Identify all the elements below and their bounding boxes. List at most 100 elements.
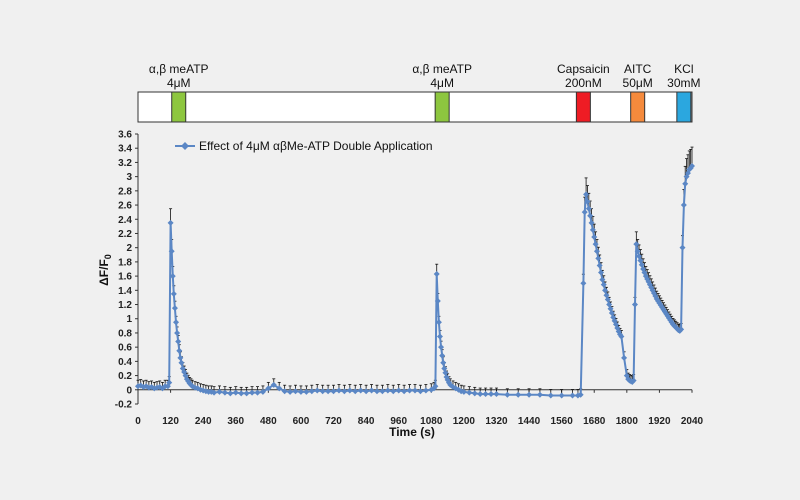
stimulus-concentration: 30mM <box>667 76 700 90</box>
data-point <box>341 388 348 395</box>
y-tick-label: 1 <box>126 314 132 325</box>
data-point <box>422 387 429 394</box>
data-point <box>602 287 609 294</box>
y-tick-label: 0.2 <box>118 371 132 382</box>
stimulus-block <box>676 91 692 123</box>
y-tick-label: 0.6 <box>118 343 132 354</box>
data-point <box>417 388 424 395</box>
data-point <box>630 377 637 384</box>
data-point <box>680 202 687 209</box>
data-point <box>466 389 473 396</box>
axes-layer <box>137 134 692 404</box>
x-tick-label: 120 <box>162 416 179 427</box>
data-point <box>515 391 522 398</box>
data-point <box>488 391 495 398</box>
stimulus-block <box>171 91 187 123</box>
data-point <box>438 344 445 351</box>
data-point <box>303 388 310 395</box>
data-point <box>493 391 500 398</box>
stimulus-block <box>575 91 591 123</box>
data-point <box>580 280 587 287</box>
data-point <box>412 387 418 394</box>
data-point <box>249 389 256 396</box>
data-point <box>167 219 174 226</box>
tick-label-layer: 0 120 240 360 480 600 720 840 960 1080 1200 1320 144… <box>115 130 704 428</box>
series-line <box>137 165 693 397</box>
y-tick-label: 2.4 <box>118 215 132 226</box>
data-point <box>440 359 447 366</box>
y-tick-label: 3.6 <box>118 130 132 141</box>
data-point <box>238 390 245 397</box>
data-point <box>581 209 588 216</box>
data-point <box>384 387 391 394</box>
data-point <box>435 319 442 326</box>
y-tick-label: 3.2 <box>118 158 132 169</box>
data-point <box>292 388 299 395</box>
data-point <box>599 276 606 283</box>
stimulus-concentration: 4μM <box>430 76 454 90</box>
data-point <box>592 241 599 248</box>
stimulus-block <box>630 91 646 123</box>
data-point <box>243 390 250 397</box>
data-point <box>175 338 182 345</box>
data-point <box>287 388 294 395</box>
data-point <box>297 388 304 395</box>
x-tick-label: 480 <box>260 416 277 427</box>
data-point <box>679 244 686 251</box>
y-axis-title-sub: 0 <box>103 254 113 259</box>
x-tick-label: 1560 <box>551 416 574 427</box>
data-point <box>569 392 576 399</box>
x-tick-label: 1920 <box>648 416 671 427</box>
data-point <box>308 388 315 395</box>
data-point <box>577 391 584 398</box>
data-point <box>176 347 183 354</box>
data-point <box>504 391 511 398</box>
data-point <box>346 387 353 394</box>
data-point <box>584 198 591 205</box>
data-point <box>368 387 375 394</box>
data-point <box>442 369 449 376</box>
data-point <box>585 205 592 212</box>
data-point <box>166 379 173 386</box>
x-tick-label: 1320 <box>485 416 508 427</box>
data-point <box>596 262 603 269</box>
x-axis-title: Time (s) <box>389 425 435 439</box>
data-point <box>604 296 611 303</box>
data-point <box>169 273 176 280</box>
stimulus-concentration: 50μM <box>623 76 653 90</box>
stimulus-label: AITC <box>624 62 652 76</box>
data-point <box>600 281 607 288</box>
x-tick-label: 2040 <box>681 416 704 427</box>
data-point <box>436 333 443 340</box>
data-point <box>583 191 590 198</box>
data-point <box>395 387 402 394</box>
data-point <box>633 241 640 248</box>
legend: Effect of 4μM αβMe-ATP Double Applicatio… <box>175 139 433 153</box>
x-tick-label: 240 <box>195 416 212 427</box>
data-point <box>441 365 448 372</box>
stimulus-concentration: 200nM <box>565 76 602 90</box>
data-point <box>558 392 565 399</box>
x-tick-label: 1800 <box>616 416 639 427</box>
data-point <box>634 248 641 255</box>
y-tick-label: 3 <box>126 172 132 183</box>
stimulus-block <box>434 91 450 123</box>
data-point <box>168 248 175 255</box>
data-point <box>216 388 223 395</box>
y-tick-label: 0.4 <box>118 357 132 368</box>
data-point <box>335 387 342 394</box>
data-point <box>270 381 277 388</box>
data-point <box>325 388 332 395</box>
y-tick-label: 0.8 <box>118 328 132 339</box>
x-tick-label: 0 <box>135 416 141 427</box>
data-point <box>401 388 408 395</box>
data-point <box>221 389 228 396</box>
data-point <box>477 391 484 398</box>
data-point <box>170 290 177 297</box>
x-tick-label: 1680 <box>583 416 606 427</box>
data-point <box>678 326 685 333</box>
data-point <box>587 212 594 219</box>
data-point <box>595 255 602 262</box>
data-point <box>406 387 413 394</box>
